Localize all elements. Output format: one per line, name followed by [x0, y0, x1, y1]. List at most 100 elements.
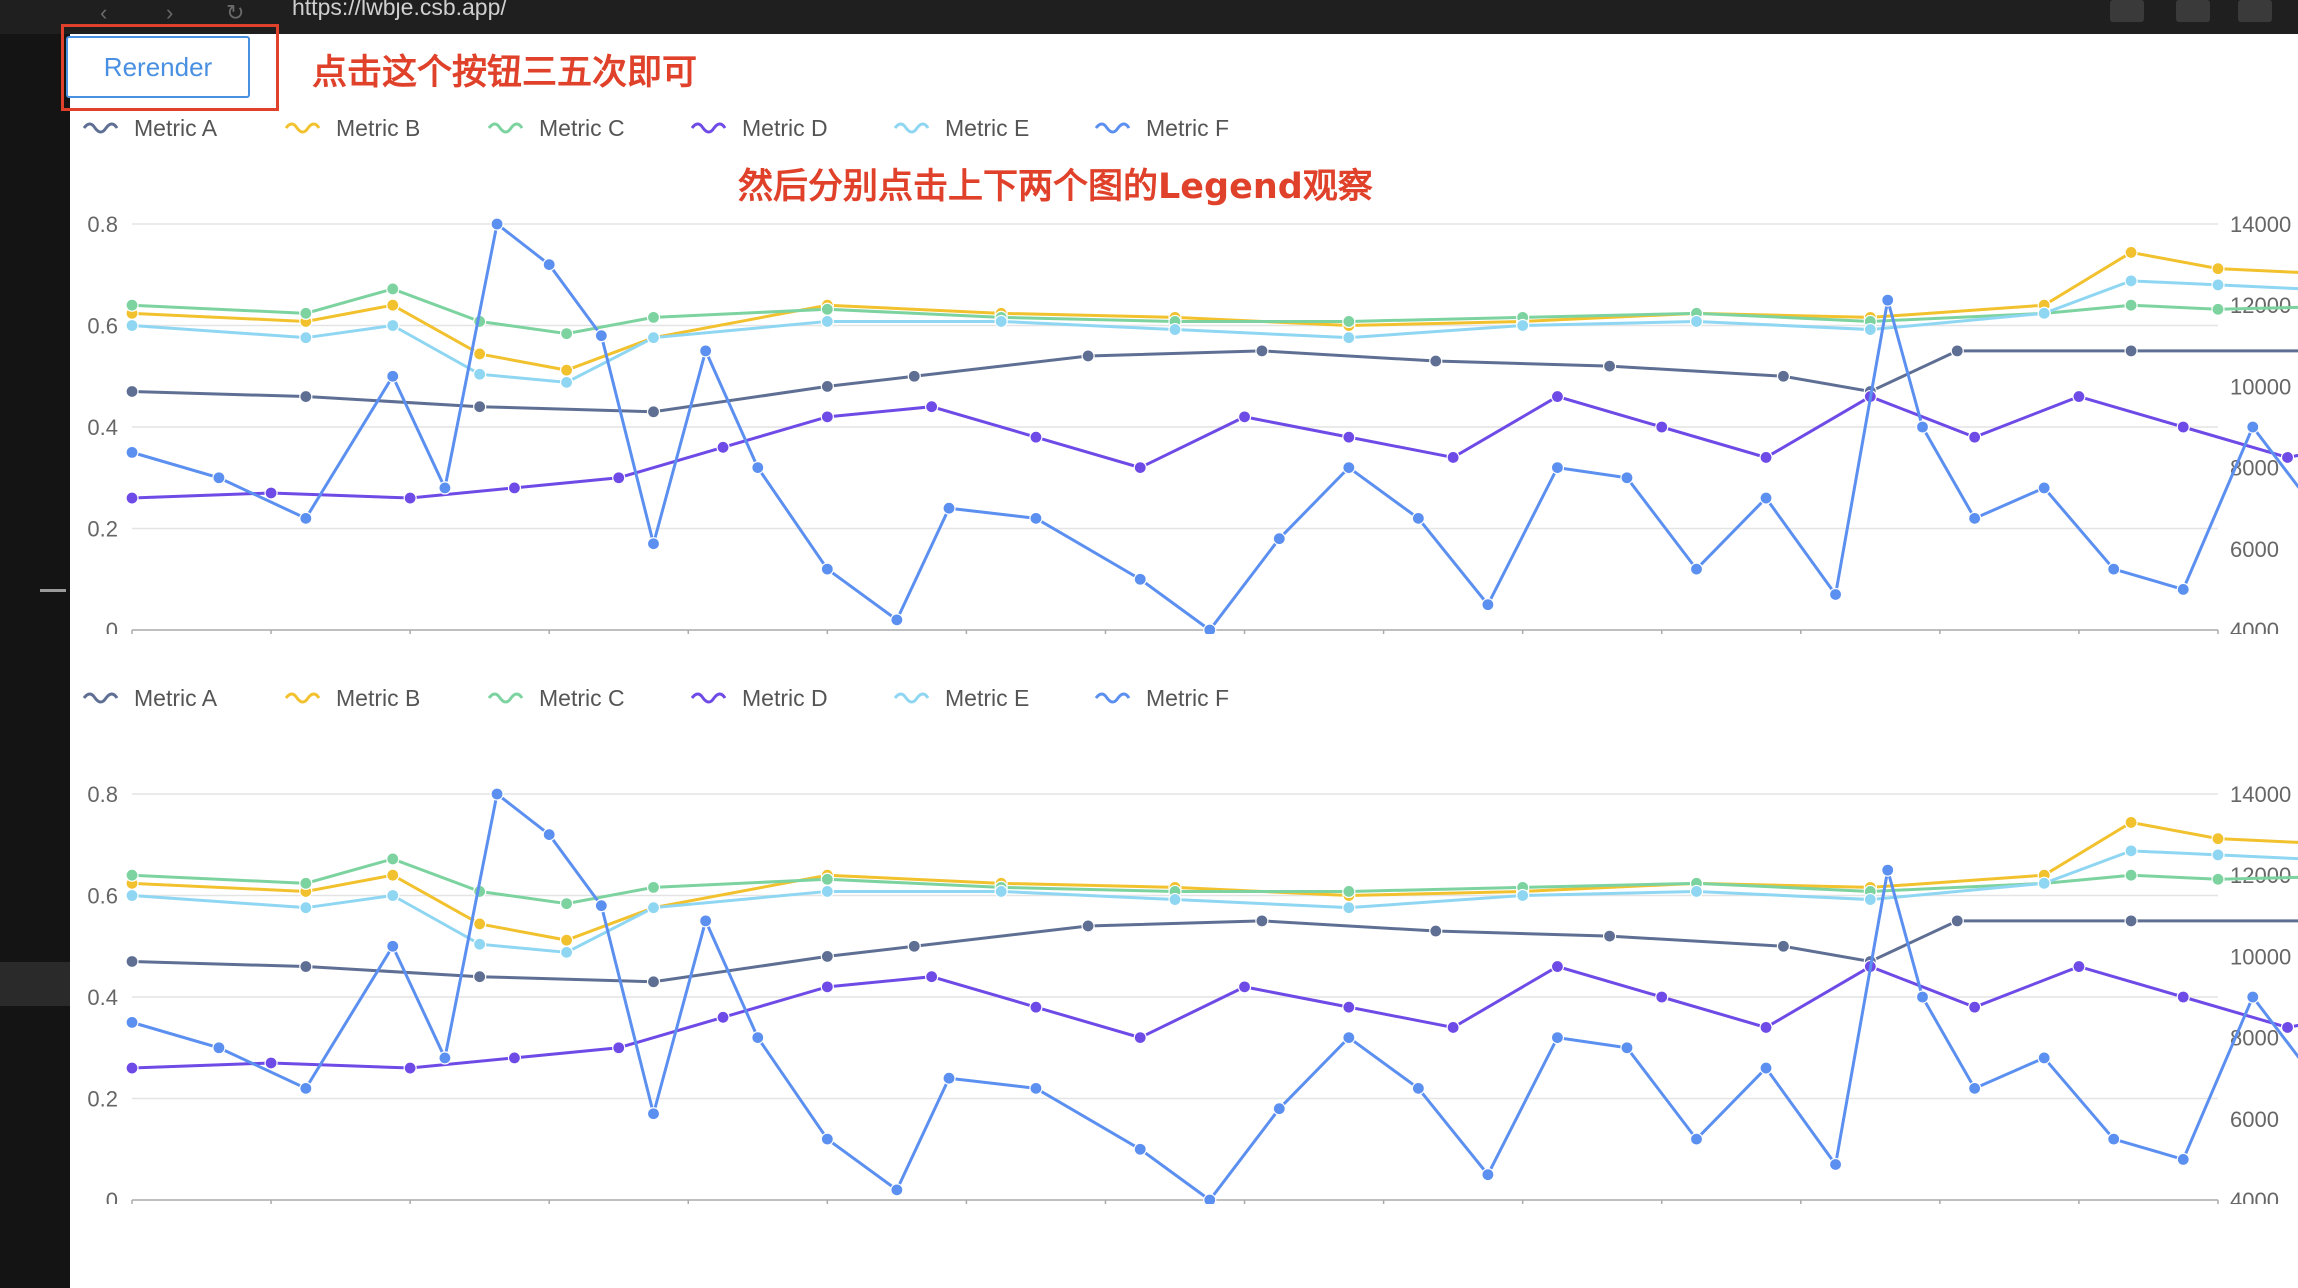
data-point	[820, 410, 834, 424]
legend-item-3[interactable]: Metric C	[487, 115, 625, 141]
data-point	[125, 868, 139, 882]
data-point	[403, 491, 417, 505]
extensions-icon[interactable]	[2110, 0, 2144, 22]
legend-item-5[interactable]: Metric E	[893, 115, 1029, 141]
forward-icon[interactable]: ›	[166, 0, 174, 25]
y-left-tick-label: 0.6	[87, 314, 118, 339]
reload-icon[interactable]: ↻	[226, 0, 245, 25]
data-point	[1029, 511, 1043, 525]
legend-item-1[interactable]: Metric A	[82, 115, 218, 141]
series-metric-a	[125, 344, 2298, 419]
legend-item-3[interactable]: Metric C	[487, 685, 625, 711]
legend-wave-icon	[893, 692, 930, 704]
data-point	[2037, 1051, 2051, 1065]
data-point	[2037, 481, 2051, 495]
data-point	[2037, 876, 2051, 890]
data-point	[716, 440, 730, 454]
data-point	[2124, 844, 2138, 858]
data-point	[646, 537, 661, 551]
data-point	[299, 511, 313, 525]
legend-item-4[interactable]: Metric D	[690, 685, 828, 711]
data-point	[1915, 420, 1930, 434]
data-point	[1272, 1102, 1286, 1116]
legend-wave-icon	[82, 692, 119, 704]
data-point	[473, 970, 487, 984]
data-point	[1255, 344, 1269, 358]
legend-wave-icon	[487, 122, 524, 134]
data-point	[299, 306, 313, 320]
data-point	[646, 1107, 661, 1121]
data-point	[594, 329, 608, 343]
data-point	[2176, 990, 2190, 1004]
legend-item-6[interactable]: Metric F	[1094, 115, 1229, 141]
data-point	[438, 481, 452, 495]
data-point	[299, 1081, 313, 1095]
legend-wave-icon	[1094, 692, 1131, 704]
series-line	[131, 964, 2298, 1070]
data-point	[299, 876, 313, 890]
legend-wave-icon	[1094, 122, 1131, 134]
data-point	[2124, 274, 2138, 288]
data-point	[890, 1183, 904, 1197]
rerender-button[interactable]: Rerender	[66, 36, 250, 98]
data-point	[925, 970, 939, 984]
data-point	[1689, 1132, 1704, 1146]
y-left-tick-label: 0	[106, 618, 118, 634]
data-point	[820, 980, 834, 994]
legend-item-1[interactable]: Metric A	[82, 685, 218, 711]
legend-label: Metric B	[336, 685, 420, 711]
y-left-tick-label: 0.6	[87, 884, 118, 909]
tabs-icon[interactable]	[2238, 0, 2272, 22]
data-point	[1968, 1000, 1982, 1014]
legend-item-2[interactable]: Metric B	[284, 115, 420, 141]
y-right-tick-label: 4000	[2230, 618, 2279, 634]
legend-item-2[interactable]: Metric B	[284, 685, 420, 711]
series-metric-b	[125, 245, 2298, 377]
data-point	[125, 954, 139, 969]
y-right-tick-label: 6000	[2230, 537, 2279, 562]
data-point	[1516, 888, 1530, 903]
series-metric-e	[125, 274, 2298, 389]
data-point	[386, 852, 400, 866]
legend-wave-icon	[690, 122, 727, 134]
address-bar[interactable]: https://lwbje.csb.app/	[292, 0, 507, 20]
data-point	[1272, 532, 1286, 546]
data-point	[438, 1051, 452, 1065]
legend-item-4[interactable]: Metric D	[690, 115, 828, 141]
page-content: Metric A Metric B Metric C Metric D Metric E…	[70, 34, 2298, 1288]
split-view-icon[interactable]	[2176, 0, 2210, 22]
data-point	[559, 327, 574, 341]
data-point	[1881, 863, 1895, 877]
legend-item-6[interactable]: Metric F	[1094, 685, 1229, 711]
data-point	[473, 917, 487, 931]
legend-item-5[interactable]: Metric E	[893, 685, 1029, 711]
data-point	[1550, 959, 1565, 974]
sidebar-highlight	[0, 962, 70, 1006]
data-point	[1342, 884, 1356, 899]
data-point	[1759, 1020, 1773, 1035]
data-point	[646, 405, 661, 419]
legend-label: Metric F	[1146, 115, 1229, 141]
data-point	[542, 828, 556, 842]
data-point	[890, 613, 904, 627]
data-point	[1863, 322, 1877, 337]
data-point	[1342, 331, 1356, 345]
data-point	[1168, 322, 1182, 337]
data-point	[942, 1071, 956, 1085]
sidebar-divider	[40, 589, 66, 592]
data-point	[1446, 450, 1460, 465]
series-metric-a	[125, 914, 2298, 989]
data-point	[1950, 914, 1964, 928]
data-point	[2280, 1020, 2295, 1035]
legend-label: Metric E	[945, 685, 1029, 711]
data-point	[507, 481, 522, 495]
data-point	[1655, 420, 1669, 434]
data-point	[646, 310, 661, 324]
data-point	[820, 314, 834, 329]
data-point	[2280, 450, 2295, 465]
data-point	[646, 975, 661, 989]
legend-label: Metric F	[1146, 685, 1229, 711]
data-point	[1429, 924, 1443, 938]
back-icon[interactable]: ‹	[100, 0, 108, 25]
y-left-tick-label: 0.2	[87, 1087, 118, 1112]
